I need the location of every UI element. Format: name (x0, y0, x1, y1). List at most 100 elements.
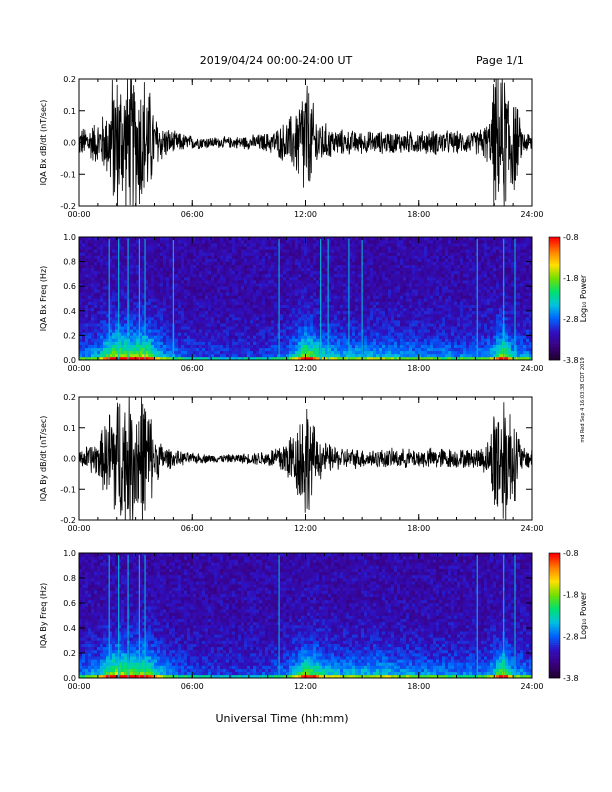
spectrogram-cell (325, 320, 329, 324)
spectrogram-cell (373, 289, 377, 293)
spectrogram-cell (268, 313, 272, 318)
spectrogram-cell (196, 344, 200, 349)
spectrogram-cell (424, 304, 428, 309)
spectrogram-cell (307, 240, 311, 244)
spectrogram-cell (355, 252, 359, 256)
spectrogram-cell (289, 246, 293, 250)
spectrogram-cell (310, 237, 314, 241)
spectrogram-cell (388, 329, 392, 333)
spectrogram-cell (205, 353, 209, 358)
spectrogram-cell (91, 313, 95, 318)
spectrogram-cell (322, 261, 326, 265)
spectrogram-cell (292, 301, 296, 305)
spectrogram-cell (133, 289, 137, 293)
spectrogram-cell (88, 307, 92, 312)
spectrogram-cell (109, 240, 113, 244)
spectrogram-cell (379, 255, 383, 259)
spectrogram-cell (367, 255, 371, 259)
spectrogram-cell (340, 267, 344, 272)
spectrogram-cell (160, 298, 164, 302)
spectrogram-cell (349, 292, 353, 296)
spectrogram-cell (82, 307, 86, 312)
spectrogram-cell (259, 320, 263, 324)
spectrogram-cell (187, 350, 191, 355)
spectrogram-cell (385, 243, 389, 247)
spectrogram-cell (358, 350, 362, 355)
spectrogram-cell (379, 320, 383, 324)
spectrogram-cell (322, 304, 326, 309)
spectrogram-cell (433, 286, 437, 290)
spectrogram-cell (343, 341, 347, 345)
spectrogram-cell (274, 301, 278, 305)
spectrogram-cell (313, 246, 317, 250)
spectrogram-cell (151, 323, 155, 327)
spectrogram-cell (322, 237, 326, 241)
spectrogram-cell (142, 341, 146, 345)
spectrogram-cell (154, 344, 158, 349)
spectrogram-cell (352, 335, 356, 339)
spectrogram-cell (202, 246, 206, 250)
spectrogram-cell (283, 261, 287, 265)
spectrogram-cell (280, 267, 284, 272)
spectrogram-cell (196, 280, 200, 284)
spectrogram-cell (286, 323, 290, 327)
spectrogram-cell (106, 316, 110, 321)
spectrogram-cell (379, 292, 383, 296)
spectrogram-cell (391, 310, 395, 315)
spectrogram-cell (139, 267, 143, 272)
spectrogram-cell (358, 298, 362, 302)
spectrogram-cell (253, 267, 257, 272)
spectrogram-cell (280, 347, 284, 352)
spectrogram-cell (400, 267, 404, 272)
spectrogram-cell (106, 329, 110, 333)
spectrogram-cell (430, 252, 434, 256)
spectrogram-cell (445, 320, 449, 324)
spectrogram-cell (205, 356, 209, 361)
spectrogram-cell (238, 289, 242, 293)
spectrogram-cell (304, 338, 308, 342)
spectrogram-cell (94, 344, 98, 349)
spectrogram-cell (265, 329, 269, 333)
spectrogram-cell (445, 298, 449, 302)
spectrogram-cell (241, 338, 245, 342)
spectrogram-cell (163, 273, 167, 278)
spectrogram-cell (391, 301, 395, 305)
spectrogram-cell (397, 280, 401, 284)
spectrogram-cell (325, 240, 329, 244)
spectrogram-cell (169, 326, 173, 330)
spectrogram-cell (412, 267, 416, 272)
spectrogram-cell (391, 295, 395, 299)
spectrogram-cell (427, 261, 431, 265)
spectrogram-cell (352, 356, 356, 361)
spectrogram-cell (208, 264, 212, 269)
spectrogram-cell (91, 292, 95, 296)
spectrogram-cell (385, 353, 389, 358)
spectrogram-cell (385, 344, 389, 349)
spectrogram-cell (385, 332, 389, 336)
spectrogram-cell (430, 307, 434, 312)
spectrogram-cell (181, 292, 185, 296)
spectrogram-cell (103, 246, 107, 250)
spectrogram-cell (439, 261, 443, 265)
spectrogram-cell (121, 243, 125, 247)
spectrogram-cell (364, 307, 368, 312)
spectrogram-cell (184, 264, 188, 269)
spectrogram-cell (328, 270, 332, 275)
spectrogram-cell (358, 295, 362, 299)
spectrogram-cell (169, 264, 173, 269)
spectrogram-cell (118, 240, 122, 244)
spectrogram-cell (193, 283, 197, 287)
spectrogram-cell (394, 316, 398, 321)
spectrogram-cell (85, 316, 89, 321)
spectrogram-cell (109, 338, 113, 342)
spectrogram-cell (400, 353, 404, 358)
spectrogram-cell (82, 243, 86, 247)
spectrogram-cell (406, 310, 410, 315)
spectrogram-cell (304, 332, 308, 336)
spectrogram-cell (85, 341, 89, 345)
spectrogram-cell (223, 307, 227, 312)
spectrogram-cell (226, 329, 230, 333)
spectrogram-cell (262, 270, 266, 275)
spectrogram-cell (283, 292, 287, 296)
spectrogram-cell (148, 252, 152, 256)
